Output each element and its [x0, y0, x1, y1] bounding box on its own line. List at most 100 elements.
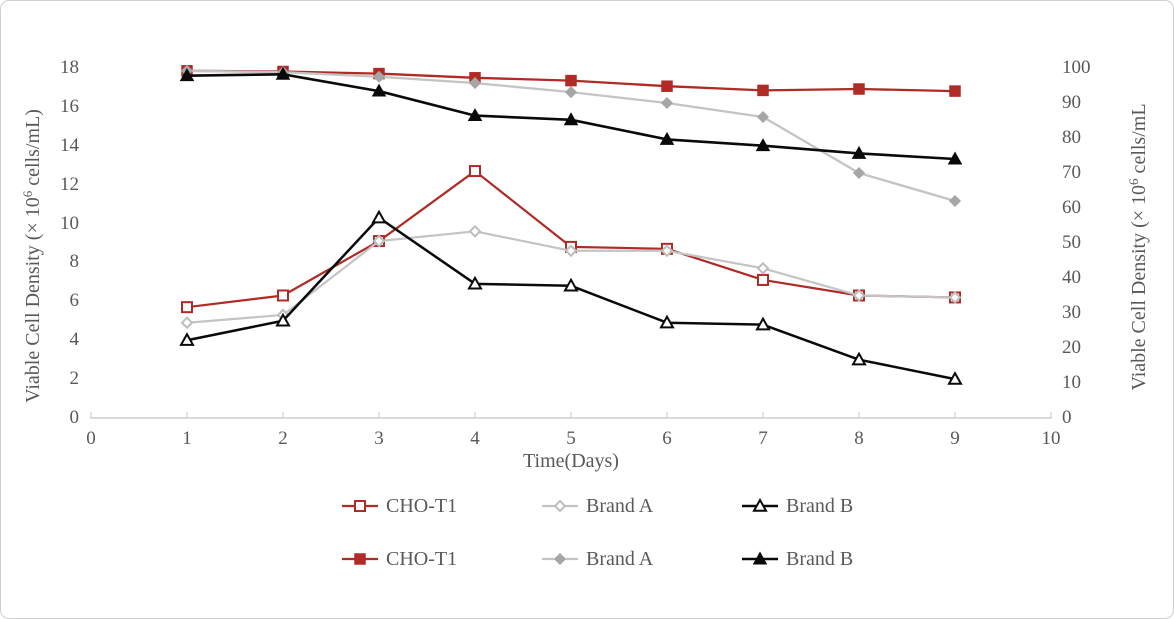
x-tick-label: 4 [470, 428, 480, 449]
y-right-tick-label: 50 [1062, 232, 1081, 253]
marker-triangle-filled [275, 66, 291, 80]
y-left-tick-label: 18 [60, 57, 79, 78]
marker-diamond-filled [372, 70, 386, 83]
legend: CHO-T1 Brand A Brand B CHO-T1 Brand A Brand B [341, 492, 981, 598]
marker-diamond-open [180, 316, 194, 330]
y-left-title-prefix: Viable Cell Density (× 10 [22, 197, 44, 403]
marker-triangle-open [467, 275, 483, 290]
legend-marker-icon [742, 551, 778, 565]
marker-triangle-open [371, 209, 387, 224]
marker-triangle-open [752, 498, 768, 512]
marker-triangle-open [659, 314, 675, 329]
y-left-tick-label: 2 [69, 368, 80, 390]
legend-item-label: Brand A [586, 494, 654, 517]
y-axis-title-left: Viable Cell Density (× 106 cells/mL) [20, 76, 48, 436]
marker-diamond-open [660, 244, 674, 258]
y-left-tick-label: 6 [69, 290, 80, 312]
marker-triangle-filled [947, 151, 963, 165]
legend-marker-icon [542, 552, 578, 566]
marker-diamond-open [553, 499, 567, 513]
marker-diamond-filled [756, 110, 770, 124]
legend-marker-icon [742, 498, 778, 512]
y-axis-title-right: Viable Cell Density (× 106 cells/mL [1126, 67, 1154, 427]
legend-item-brand-a-open: Brand A [541, 492, 741, 520]
y-right-tick-label: 80 [1062, 127, 1081, 148]
y-left-tick-label: 14 [60, 134, 79, 156]
y-right-tick-label: 10 [1062, 372, 1081, 393]
marker-triangle-open [947, 371, 963, 385]
legend-item-cho-t1-filled: CHO-T1 [341, 545, 541, 573]
legend-item-label: Brand B [786, 547, 854, 570]
x-axis-title: Time(Days) [523, 450, 619, 472]
x-tick-label: 3 [374, 428, 384, 449]
marker-triangle-open [851, 351, 867, 366]
marker-diamond-open [756, 261, 770, 275]
marker-square-open [757, 273, 769, 286]
marker-triangle-filled [467, 108, 483, 122]
x-tick-label: 0 [86, 428, 96, 449]
marker-triangle-open [179, 332, 195, 346]
legend-item-cho-t1-open: CHO-T1 [341, 492, 541, 520]
legend-row-filled: CHO-T1 Brand A Brand B [341, 545, 981, 573]
y-right-tick-label: 90 [1062, 92, 1081, 113]
marker-diamond-open [852, 289, 866, 302]
marker-triangle-filled [851, 145, 867, 159]
y-right-tick-label: 20 [1062, 337, 1081, 358]
x-tick-label: 2 [278, 428, 288, 449]
y-right-tick-label: 0 [1062, 407, 1072, 428]
legend-item-label: Brand B [786, 494, 854, 517]
series-brand-b-open [179, 209, 963, 385]
legend-item-label: CHO-T1 [386, 547, 458, 570]
legend-row-open: CHO-T1 Brand A Brand B [341, 492, 981, 520]
marker-square-open [354, 500, 366, 512]
y-right-title-superscript: 6 [1126, 178, 1141, 185]
marker-diamond-open [468, 224, 482, 238]
x-tick-label: 10 [1041, 428, 1061, 449]
marker-square-filled [949, 85, 961, 97]
y-right-title-suffix: cells/mL [1128, 103, 1150, 179]
marker-triangle-filled [563, 112, 579, 126]
marker-triangle-open [563, 277, 579, 292]
y-left-tick-label: 12 [60, 173, 79, 195]
marker-triangle-filled [659, 131, 675, 145]
y-right-tick-label: 60 [1062, 197, 1081, 218]
y-right-tick-label: 30 [1062, 302, 1081, 323]
legend-marker-icon [342, 553, 378, 565]
legend-marker-icon [542, 499, 578, 513]
y-left-title-suffix: cells/mL) [22, 109, 44, 191]
chart-plot-svg [90, 64, 1052, 419]
marker-square-open [181, 301, 193, 314]
legend-item-brand-b-filled: Brand B [741, 545, 941, 573]
marker-triangle-filled [371, 83, 387, 97]
marker-triangle-open [275, 312, 291, 327]
marker-square-open [469, 165, 481, 178]
marker-square-filled [354, 553, 366, 565]
marker-square-filled [661, 80, 673, 92]
legend-marker-icon [342, 500, 378, 512]
marker-triangle-filled [179, 68, 195, 82]
marker-diamond-filled [468, 76, 482, 90]
marker-diamond-filled [852, 166, 866, 180]
series-brand-a-open [180, 224, 962, 330]
x-tick-label: 1 [182, 428, 192, 449]
x-tick-label: 6 [662, 428, 672, 449]
x-tick-label: 7 [758, 428, 768, 449]
y-right-title-prefix: Viable Cell Density (× 10 [1128, 184, 1150, 391]
x-tick-label: 9 [950, 428, 960, 449]
y-left-tick-label: 8 [69, 251, 80, 273]
marker-diamond-open [372, 234, 386, 248]
marker-diamond-filled [553, 552, 567, 566]
y-right-tick-label: 70 [1062, 162, 1081, 183]
marker-diamond-open [564, 244, 578, 258]
series-brand-b-filled [179, 66, 963, 165]
y-left-tick-label: 4 [69, 329, 80, 351]
x-tick-label: 5 [566, 428, 576, 449]
y-right-tick-label: 40 [1062, 267, 1081, 288]
marker-square-filled [565, 74, 577, 87]
legend-item-brand-b-open: Brand B [741, 492, 941, 520]
marker-square-open [277, 289, 289, 302]
marker-triangle-filled [752, 551, 768, 565]
y-left-tick-label: 16 [60, 95, 79, 117]
x-tick-label: 8 [854, 428, 864, 449]
